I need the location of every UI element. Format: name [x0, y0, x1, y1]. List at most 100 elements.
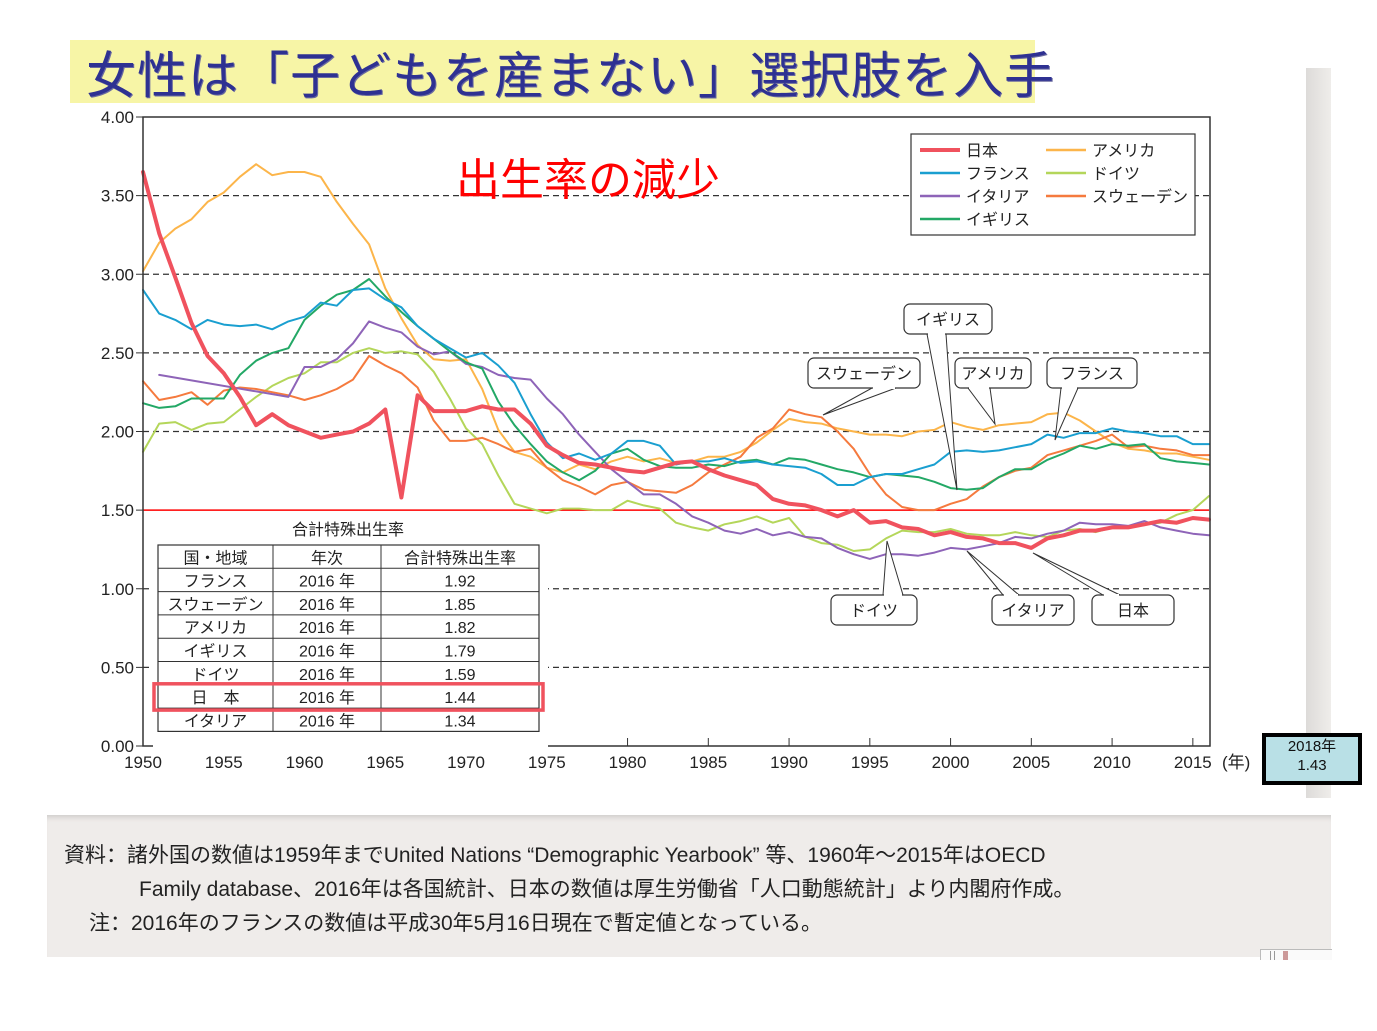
table-cell: 1.85	[444, 597, 475, 614]
callout-2018: 2018年 1.43	[1262, 733, 1362, 785]
table-cell: 1.82	[444, 620, 475, 637]
inset-title: 合計特殊出生率	[292, 521, 404, 539]
table-cell: イタリア	[184, 712, 247, 730]
callout-pointer	[822, 387, 897, 416]
x-tick-label: 2010	[1093, 753, 1131, 772]
title-highlight	[70, 40, 1035, 103]
x-tick-label: 1965	[366, 753, 404, 772]
source-line-1: 資料：諸外国の数値は1959年までUnited Nations “Demogra…	[64, 844, 1046, 867]
series-line-sweden	[142, 355, 1210, 512]
fertility-rate-chart: 0.00 0.50 1.00 1.50 2.00 2.50 3.00 3.50 4.00 195…	[101, 108, 1250, 772]
table-cell: 2016 年	[299, 666, 355, 684]
legend-label-uk: イギリス	[966, 211, 1030, 229]
table-cell: 2016 年	[299, 596, 355, 614]
table-cell: フランス	[184, 574, 248, 591]
table-cell: 2016 年	[299, 689, 355, 707]
table-cell: スウェーデン	[167, 595, 263, 614]
callout-pointer	[882, 540, 904, 596]
table-cell: アメリカ	[184, 620, 247, 637]
legend-label-usa: アメリカ	[1092, 143, 1155, 160]
x-tick-label: 2015	[1174, 753, 1212, 772]
slide-title: 女性は「子どもを産まない」選択肢を入手	[86, 47, 1055, 105]
table-cell: 1.44	[444, 690, 475, 707]
callout-pointer	[967, 387, 996, 426]
callout-label: スウェーデン	[816, 364, 912, 383]
x-tick-label: 1990	[770, 753, 808, 772]
callout-box	[1091, 594, 1175, 626]
y-tick-label: 3.50	[101, 187, 134, 206]
table-cell: 2016 年	[299, 619, 355, 637]
table-header: 国・地域	[183, 549, 247, 567]
callout-2018-year: 2018年	[1287, 738, 1337, 755]
y-tick-label: 2.00	[101, 423, 134, 442]
callout-label: フランス	[1060, 366, 1124, 383]
callout-label: イギリス	[916, 311, 980, 329]
x-tick-label: 1960	[286, 753, 324, 772]
table-cell: 2016 年	[299, 643, 355, 661]
table-cell: 1.34	[444, 713, 475, 730]
x-tick-label: 1995	[851, 753, 889, 772]
series-lines	[141, 163, 1211, 560]
table-cell: 2016 年	[299, 573, 355, 591]
callout-label: イタリア	[1001, 602, 1064, 620]
series-line-italy	[158, 320, 1210, 560]
series-line-japan	[141, 170, 1211, 550]
legend-label-japan: 日本	[966, 142, 998, 160]
x-tick-label: 1970	[447, 753, 485, 772]
table-cell: 1.79	[444, 644, 475, 661]
decline-annotation: 出生率の減少	[456, 156, 720, 205]
y-tick-label: 2.50	[101, 344, 134, 363]
callout-box	[1046, 357, 1138, 389]
callout-box	[991, 594, 1075, 626]
callout-label: アメリカ	[961, 366, 1024, 383]
series-line-uk	[142, 278, 1210, 491]
x-tick-label: 2005	[1012, 753, 1050, 772]
table-cell: ドイツ	[191, 667, 239, 684]
resize-handle[interactable]	[1260, 949, 1332, 960]
callout-box	[954, 357, 1032, 389]
table-header: 合計特殊出生率	[404, 549, 516, 567]
callout-2018-value: 1.43	[1297, 757, 1327, 774]
y-tick-label: 0.50	[101, 658, 134, 677]
source-line-2: Family database、2016年は各国統計、日本の数値は厚生労働省「人…	[139, 878, 1075, 901]
callout-label: ドイツ	[850, 603, 898, 620]
y-tick-label: 4.00	[101, 108, 134, 127]
x-tick-label: 2000	[932, 753, 970, 772]
x-tick-label: 1950	[124, 753, 162, 772]
table-cell: 1.92	[444, 574, 475, 591]
note-line: 注：2016年のフランスの数値は平成30年5月16日現在で暫定値となっている。	[89, 912, 823, 935]
y-axis-ticks: 0.00 0.50 1.00 1.50 2.00 2.50 3.00 3.50 4.00	[101, 108, 143, 756]
x-axis-unit: (年)	[1222, 753, 1250, 772]
y-tick-label: 0.00	[101, 737, 134, 756]
gridlines	[143, 195, 1209, 668]
callout-label: 日本	[1117, 602, 1149, 620]
table-header: 年次	[311, 549, 343, 567]
callout-box	[903, 303, 993, 335]
highlight-japan-row	[152, 682, 545, 712]
x-tick-label: 1955	[205, 753, 243, 772]
table-cell: イギリス	[183, 643, 247, 661]
plot-frame	[142, 116, 1211, 747]
table-cell: 2016 年	[299, 712, 355, 730]
x-tick-label: 1980	[609, 753, 647, 772]
callout-pointer	[926, 333, 958, 491]
x-tick-label: 1975	[528, 753, 566, 772]
legend-label-italy: イタリア	[966, 188, 1029, 206]
callout-pointer	[1054, 387, 1079, 441]
legend-label-germany: ドイツ	[1092, 166, 1140, 183]
y-tick-label: 1.00	[101, 580, 134, 599]
side-scroll-strip	[1306, 68, 1331, 798]
table-cell: 1.59	[444, 667, 475, 684]
source-notes: 資料：諸外国の数値は1959年までUnited Nations “Demogra…	[47, 815, 1331, 957]
legend-label-sweden: スウェーデン	[1092, 187, 1188, 206]
y-tick-label: 1.50	[101, 501, 134, 520]
y-tick-label: 3.00	[101, 265, 134, 284]
callout-box	[830, 594, 918, 626]
legend-label-france: フランス	[966, 166, 1030, 183]
series-line-germany	[142, 347, 1210, 552]
callout-box	[807, 357, 921, 389]
table-cell: 日 本	[191, 689, 239, 707]
